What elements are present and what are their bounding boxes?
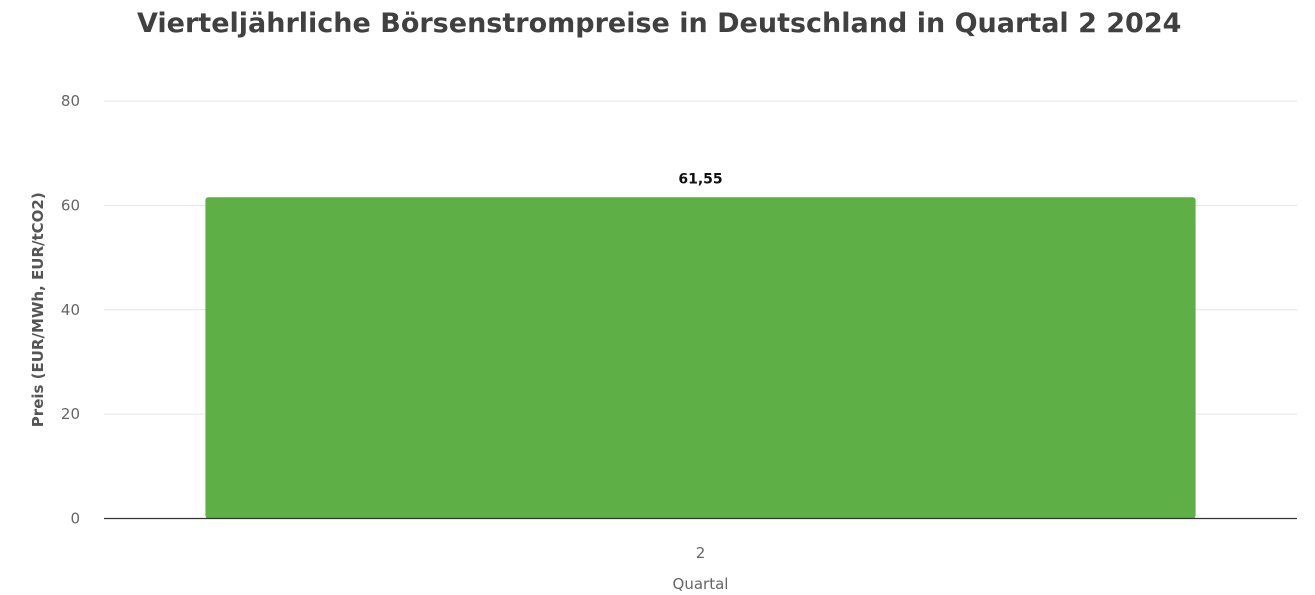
y-tick-label: 20 xyxy=(61,405,80,423)
y-tick-label: 0 xyxy=(70,510,80,528)
y-axis-ticks: 0 20 40 60 80 xyxy=(61,92,80,528)
bar[interactable] xyxy=(205,197,1196,519)
y-tick-label: 40 xyxy=(61,301,80,319)
y-axis-title: Preis (EUR/MWh, EUR/tCO2) xyxy=(29,192,47,427)
y-tick-label: 80 xyxy=(61,92,80,110)
y-tick-label: 60 xyxy=(61,196,80,214)
x-axis-title: Quartal xyxy=(673,575,729,593)
bar-data-label: 61,55 xyxy=(678,171,722,187)
data-labels: 61,55 xyxy=(678,171,722,187)
bars xyxy=(205,197,1196,519)
x-axis-ticks: 2 xyxy=(696,544,706,562)
x-tick-label: 2 xyxy=(696,544,706,562)
chart-title: Vierteljährliche Börsenstrompreise in De… xyxy=(137,8,1182,39)
